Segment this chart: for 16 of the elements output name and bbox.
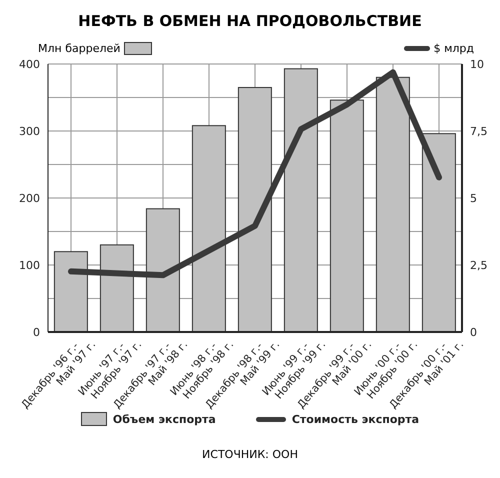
- y-tick-label: 200: [19, 192, 40, 205]
- text: 7,5: [470, 124, 488, 138]
- y-tick-label: 300: [19, 124, 40, 138]
- y2-tick-label: 5: [470, 192, 477, 205]
- legend-label: Объем экспорта: [112, 412, 216, 426]
- chart-title: НЕФТЬ В ОБМЕН НА ПРОДОВОЛЬСТВИЕ: [77, 11, 423, 30]
- text: ИСТОЧНИК: ООН: [201, 448, 299, 461]
- y2-tick-label: 10: [470, 58, 484, 71]
- text: 2,5: [470, 258, 488, 272]
- y2-tick-label: 0: [470, 326, 477, 339]
- y-axis-title: Млн баррелей: [38, 42, 120, 55]
- y-tick-label: 100: [19, 258, 40, 272]
- y-tick-label: 400: [19, 58, 40, 71]
- legend-label: Стоимость экспорта: [292, 412, 420, 426]
- y-tick-label: 0: [33, 326, 40, 339]
- y2-axis-title: $ млрд: [434, 42, 474, 55]
